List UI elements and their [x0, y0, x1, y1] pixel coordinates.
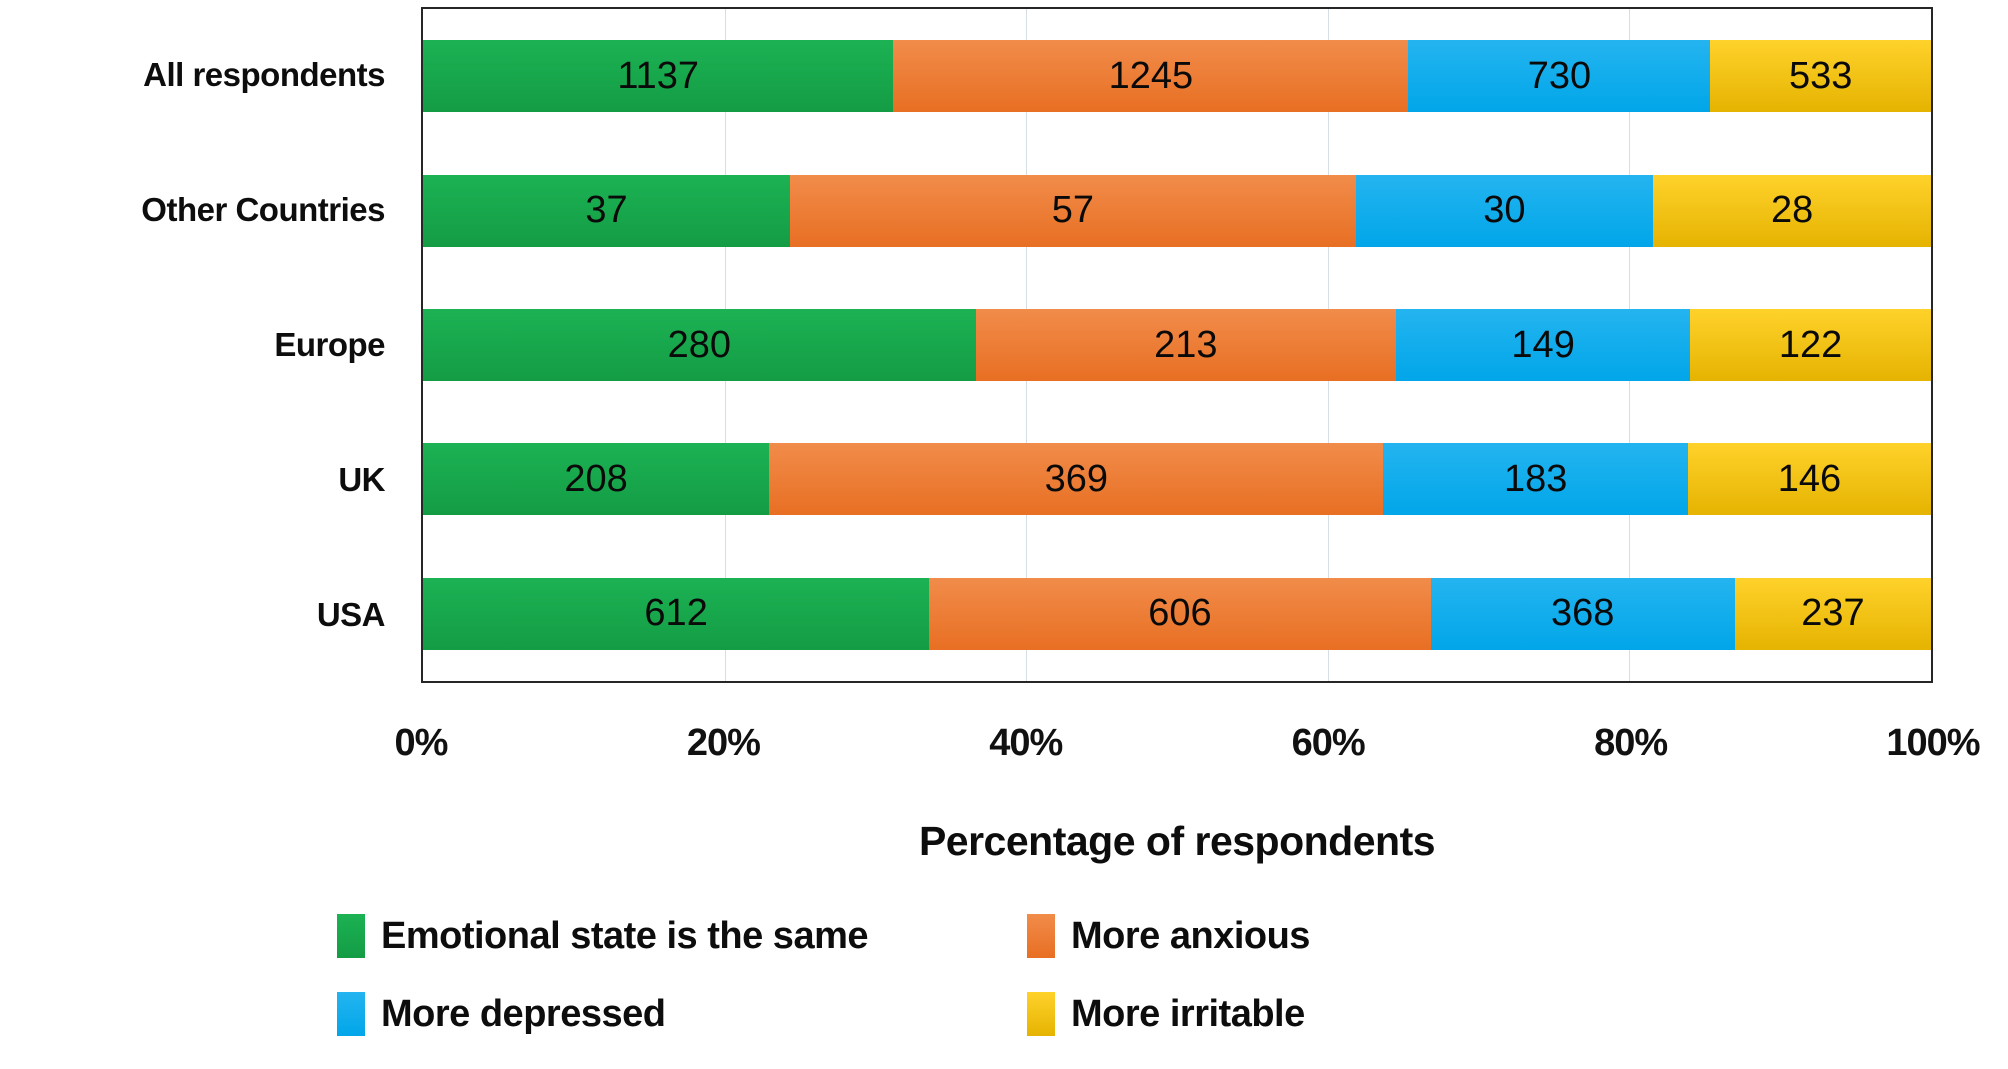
bar-value-label: 57: [1051, 189, 1094, 232]
category-label: USA: [316, 596, 386, 634]
legend-label: More depressed: [381, 992, 666, 1035]
bar-segment: 730: [1408, 40, 1711, 113]
legend-swatch: [337, 914, 365, 958]
bar-value-label: 208: [564, 457, 628, 500]
plot-area: 1137 1245 730 533 37 57 30 28 280 213 149 122 208 369…: [421, 7, 1933, 683]
bar-value-label: 237: [1801, 592, 1865, 635]
x-tick-label: 100%: [1886, 722, 1980, 764]
bar-value-label: 213: [1154, 323, 1218, 366]
legend-item: More anxious: [1027, 914, 1310, 958]
legend-item: More depressed: [337, 992, 1027, 1036]
bar-segment: 612: [423, 577, 930, 650]
x-tick-label: 0%: [394, 722, 449, 764]
category-label: Other Countries: [141, 190, 385, 228]
bar-value-label: 606: [1148, 592, 1212, 635]
bar-segment: 146: [1687, 443, 1931, 516]
x-tick-label: 80%: [1594, 722, 1668, 764]
bar-value-label: 146: [1777, 457, 1842, 500]
bar-row: 612 606 368 237: [423, 577, 1931, 650]
bar-segment: 28: [1653, 174, 1931, 247]
bar-segment: 213: [975, 309, 1397, 381]
legend-item: Emotional state is the same: [337, 914, 1027, 958]
bar-segment: 208: [423, 443, 770, 516]
bar-segment: 280: [423, 309, 976, 381]
bar-value-label: 30: [1483, 189, 1526, 232]
bar-value-label: 122: [1778, 323, 1843, 366]
bar-value-label: 612: [644, 592, 708, 635]
bar-segment: 1137: [423, 40, 894, 113]
bar-segment: 37: [423, 174, 791, 247]
bar-value-label: 37: [585, 189, 628, 232]
category-label: All respondents: [143, 55, 385, 93]
bar-value-label: 28: [1770, 189, 1814, 232]
bar-segment: 368: [1430, 577, 1735, 650]
bar-value-label: 1137: [617, 54, 700, 97]
legend-label: Emotional state is the same: [381, 914, 869, 957]
bar-value-label: 149: [1511, 323, 1575, 366]
category-label: UK: [338, 461, 385, 499]
bar-segment: 606: [929, 577, 1431, 650]
bar-row: 37 57 30 28: [423, 174, 1931, 247]
bar-segment: 149: [1396, 309, 1691, 381]
bar-value-label: 1245: [1108, 54, 1194, 97]
x-tick-label: 40%: [989, 722, 1063, 764]
category-label: Europe: [274, 326, 385, 363]
legend: Emotional state is the same More anxious M…: [337, 903, 1310, 1047]
x-tick-label: 20%: [686, 722, 761, 764]
bar-segment: 57: [790, 174, 1356, 247]
bar-segment: 237: [1734, 577, 1931, 650]
legend-swatch: [337, 992, 365, 1036]
y-axis-category-labels: All respondents Other Countries Europe UK US…: [0, 7, 403, 683]
bar-value-label: 368: [1551, 592, 1615, 635]
bar-row: 1137 1245 730 533: [423, 40, 1931, 113]
bar-value-label: 730: [1527, 54, 1592, 97]
bar-value-label: 369: [1044, 457, 1108, 500]
legend-swatch: [1027, 914, 1055, 958]
bar-value-label: 533: [1789, 54, 1853, 97]
bar-value-label: 280: [667, 323, 732, 366]
legend-swatch: [1027, 992, 1055, 1036]
x-tick-label: 60%: [1291, 722, 1366, 764]
bar-segment: 122: [1690, 309, 1931, 381]
bar-segment: 533: [1710, 40, 1931, 113]
bar-value-label: 183: [1503, 457, 1568, 500]
bar-row: 208 369 183 146: [423, 443, 1931, 516]
x-axis-ticks: 0% 20% 40% 60% 80% 100%: [395, 722, 1981, 778]
bar-segment: 369: [769, 443, 1384, 516]
bar-segment: 30: [1355, 174, 1654, 247]
legend-label: More anxious: [1071, 914, 1310, 957]
legend-label: More irritable: [1071, 992, 1305, 1035]
bar-segment: 183: [1383, 443, 1688, 516]
bar-segment: 1245: [893, 40, 1409, 113]
bar-row: 280 213 149 122: [423, 309, 1931, 381]
x-axis-title: Percentage of respondents: [918, 818, 1436, 864]
legend-item: More irritable: [1027, 992, 1310, 1036]
